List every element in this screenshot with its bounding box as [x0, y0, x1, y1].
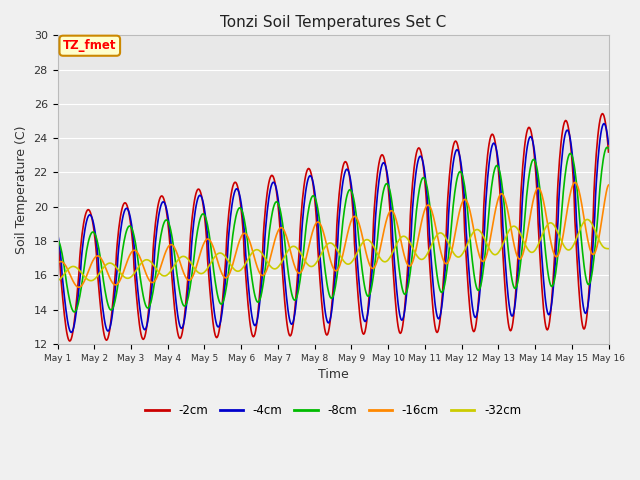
-8cm: [325, 291, 333, 297]
-4cm: [600, 120, 608, 126]
-16cm: [54, 260, 61, 265]
-8cm: [175, 286, 183, 292]
-8cm: [54, 236, 61, 242]
-2cm: [199, 201, 207, 206]
-4cm: [325, 319, 333, 325]
-2cm: [555, 168, 563, 173]
X-axis label: Time: Time: [317, 368, 348, 381]
Line: -4cm: -4cm: [58, 123, 609, 333]
-2cm: [605, 149, 612, 155]
Line: -8cm: -8cm: [58, 147, 609, 312]
-32cm: [54, 277, 61, 283]
-16cm: [379, 233, 387, 239]
-16cm: [555, 251, 563, 257]
-2cm: [325, 325, 333, 331]
-16cm: [325, 252, 333, 258]
-8cm: [70, 309, 78, 315]
-8cm: [199, 211, 207, 217]
-32cm: [555, 232, 563, 238]
-2cm: [433, 330, 441, 336]
-16cm: [571, 180, 579, 185]
-2cm: [175, 335, 183, 341]
Text: TZ_fmet: TZ_fmet: [63, 39, 116, 52]
Line: -2cm: -2cm: [58, 114, 609, 341]
-16cm: [75, 284, 83, 290]
-2cm: [66, 338, 74, 344]
-4cm: [175, 321, 183, 326]
-32cm: [199, 270, 207, 276]
-32cm: [379, 258, 387, 264]
-16cm: [605, 182, 612, 188]
-4cm: [379, 160, 387, 166]
-4cm: [433, 313, 441, 319]
-8cm: [603, 144, 611, 150]
-8cm: [433, 273, 441, 278]
-32cm: [433, 232, 441, 238]
-32cm: [583, 216, 591, 222]
-2cm: [598, 111, 606, 117]
-32cm: [87, 278, 95, 284]
Legend: -2cm, -4cm, -8cm, -16cm, -32cm: -2cm, -4cm, -8cm, -16cm, -32cm: [140, 399, 525, 421]
-32cm: [605, 246, 612, 252]
-32cm: [175, 256, 183, 262]
-8cm: [379, 192, 387, 197]
-8cm: [605, 145, 612, 151]
-16cm: [175, 257, 183, 263]
-32cm: [325, 240, 333, 246]
-4cm: [605, 141, 612, 147]
-4cm: [67, 330, 75, 336]
Title: Tonzi Soil Temperatures Set C: Tonzi Soil Temperatures Set C: [220, 15, 446, 30]
-4cm: [54, 230, 61, 236]
-16cm: [199, 242, 207, 248]
Line: -16cm: -16cm: [58, 182, 609, 287]
Line: -32cm: -32cm: [58, 219, 609, 281]
-16cm: [433, 231, 441, 237]
-8cm: [555, 243, 563, 249]
-4cm: [555, 199, 563, 204]
-4cm: [199, 198, 207, 204]
Y-axis label: Soil Temperature (C): Soil Temperature (C): [15, 125, 28, 254]
-2cm: [54, 236, 61, 241]
-2cm: [379, 152, 387, 158]
